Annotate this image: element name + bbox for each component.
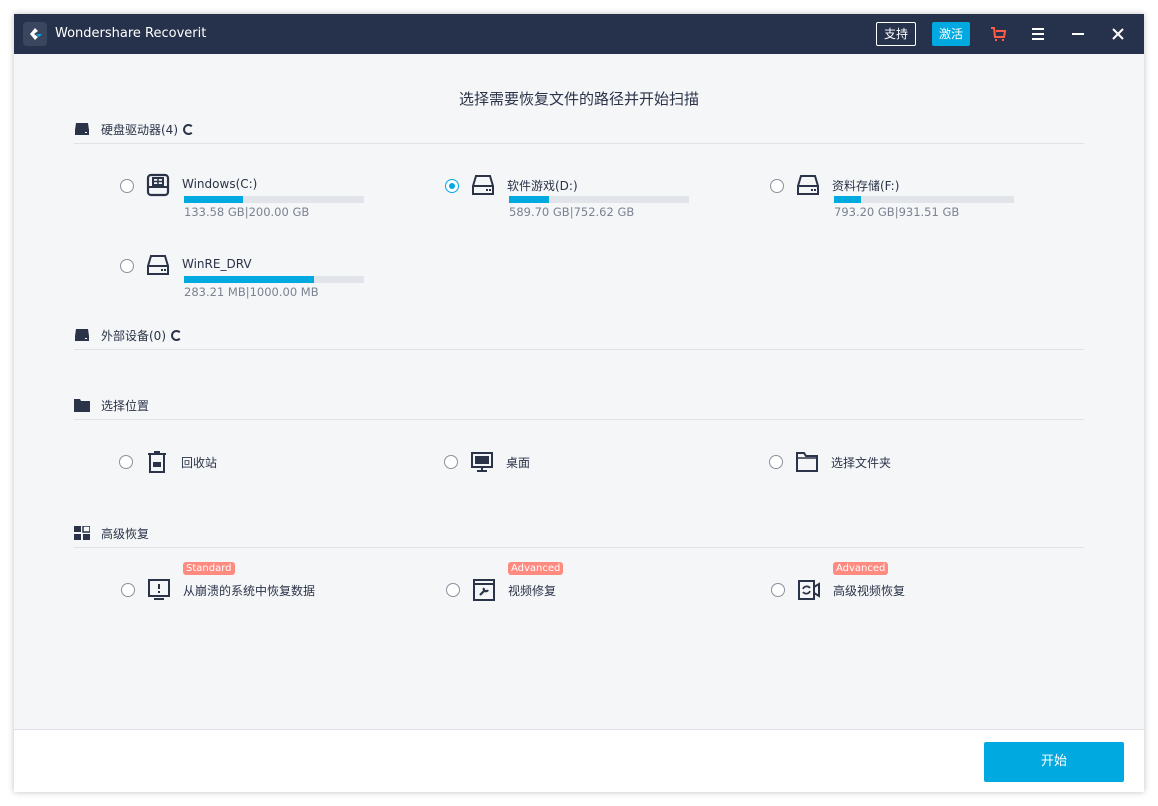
advanced-item[interactable]: Advanced 高级视频恢复 bbox=[771, 562, 1031, 622]
drive-name: 软件游戏(D:) bbox=[507, 179, 578, 193]
drive-item[interactable]: WinRE_DRV 283.21 MB|1000.00 MB bbox=[120, 255, 380, 299]
drive-usage-bar bbox=[184, 276, 364, 283]
drive-size: 793.20 GB|931.51 GB bbox=[834, 205, 960, 219]
drive-radio[interactable] bbox=[770, 179, 784, 193]
drive-size: 589.70 GB|752.62 GB bbox=[509, 205, 635, 219]
location-radio[interactable] bbox=[444, 455, 458, 469]
refresh-spinner-icon[interactable] bbox=[183, 124, 194, 135]
drive-radio[interactable] bbox=[120, 259, 134, 273]
recoverit-logo-icon bbox=[23, 22, 47, 46]
drive-usage-bar bbox=[834, 196, 1014, 203]
cart-icon[interactable] bbox=[988, 24, 1008, 44]
external-drive-icon bbox=[75, 329, 89, 341]
start-button[interactable]: 开始 bbox=[984, 742, 1124, 782]
advanced-name: 从崩溃的系统中恢复数据 bbox=[183, 584, 316, 598]
advanced-radio[interactable] bbox=[446, 583, 460, 597]
drive-item[interactable]: Windows(C:) 133.58 GB|200.00 GB bbox=[120, 173, 380, 219]
drive-size: 133.58 GB|200.00 GB bbox=[184, 205, 310, 219]
section-label: 高级恢复 bbox=[101, 527, 150, 541]
page-heading: 选择需要恢复文件的路径并开始扫描 bbox=[458, 90, 699, 108]
location-name: 回收站 bbox=[181, 456, 218, 470]
drive-size: 283.21 MB|1000.00 MB bbox=[184, 285, 319, 299]
section-location: 选择位置 bbox=[74, 396, 1084, 420]
tier-badge: Standard bbox=[183, 562, 235, 575]
location-item[interactable]: 回收站 bbox=[119, 451, 379, 494]
advanced-name: 视频修复 bbox=[508, 584, 557, 598]
location-name: 桌面 bbox=[506, 456, 531, 470]
section-label: 外部设备(0) bbox=[101, 329, 166, 343]
section-drives: 硬盘驱动器(4) bbox=[74, 120, 1084, 144]
location-radio[interactable] bbox=[769, 455, 783, 469]
menu-icon[interactable] bbox=[1028, 24, 1048, 44]
section-external: 外部设备(0) bbox=[74, 326, 1084, 350]
drive-usage-bar bbox=[509, 196, 689, 203]
section-label: 选择位置 bbox=[101, 399, 150, 413]
drive-item[interactable]: 软件游戏(D:) 589.70 GB|752.62 GB bbox=[445, 175, 705, 219]
hard-drive-icon bbox=[147, 255, 169, 275]
footer: 开始 bbox=[14, 729, 1144, 792]
section-label: 硬盘驱动器(4) bbox=[101, 123, 178, 137]
location-item[interactable]: 选择文件夹 bbox=[769, 452, 1029, 494]
location-name: 选择文件夹 bbox=[831, 456, 892, 470]
title-bar: Wondershare Recoverit 支持 激活 bbox=[14, 14, 1144, 54]
minimize-icon[interactable] bbox=[1068, 24, 1088, 44]
drive-name: Windows(C:) bbox=[182, 177, 258, 191]
advanced-radio[interactable] bbox=[121, 583, 135, 597]
tier-badge: Advanced bbox=[508, 562, 564, 575]
support-button[interactable]: 支持 bbox=[876, 22, 916, 46]
drive-item[interactable]: 资料存储(F:) 793.20 GB|931.51 GB bbox=[770, 175, 1030, 219]
grid-icon bbox=[74, 526, 90, 540]
activate-button[interactable]: 激活 bbox=[932, 22, 970, 46]
drive-name: WinRE_DRV bbox=[182, 257, 252, 271]
tier-badge: Advanced bbox=[833, 562, 889, 575]
folder-icon bbox=[796, 452, 818, 472]
folder-icon bbox=[74, 399, 90, 412]
windows-drive-icon bbox=[146, 173, 170, 197]
drive-radio[interactable] bbox=[120, 179, 134, 193]
advanced-radio[interactable] bbox=[771, 583, 785, 597]
drive-radio[interactable] bbox=[445, 179, 459, 193]
section-advanced: 高级恢复 bbox=[74, 524, 1084, 548]
hard-drive-icon bbox=[472, 175, 494, 195]
app-window: Wondershare Recoverit 支持 激活 选择需要恢复文件的路径并… bbox=[14, 14, 1144, 792]
refresh-spinner-icon[interactable] bbox=[171, 330, 182, 341]
advanced-item[interactable]: Standard 从崩溃的系统中恢复数据 bbox=[121, 562, 381, 622]
advanced-item[interactable]: Advanced 视频修复 bbox=[446, 562, 706, 622]
video-repair-icon bbox=[473, 579, 495, 601]
advanced-video-icon bbox=[798, 580, 820, 600]
drive-name: 资料存储(F:) bbox=[832, 179, 900, 193]
crashed-system-icon bbox=[148, 579, 170, 600]
hard-drive-icon bbox=[797, 175, 819, 195]
desktop-icon bbox=[471, 452, 493, 472]
recycle-bin-icon bbox=[148, 451, 166, 473]
hard-drive-icon bbox=[75, 123, 89, 135]
app-title: Wondershare Recoverit bbox=[55, 26, 207, 41]
location-item[interactable]: 桌面 bbox=[444, 452, 704, 494]
drive-usage-bar bbox=[184, 196, 364, 203]
close-icon[interactable] bbox=[1108, 24, 1128, 44]
location-radio[interactable] bbox=[119, 455, 133, 469]
advanced-name: 高级视频恢复 bbox=[833, 584, 906, 598]
